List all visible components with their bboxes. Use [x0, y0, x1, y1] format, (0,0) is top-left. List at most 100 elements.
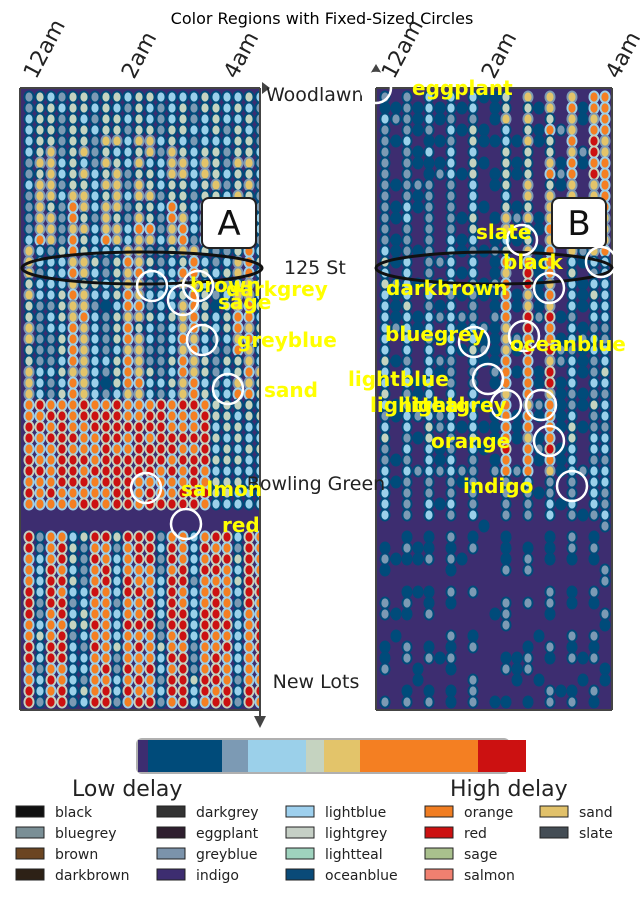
heatmap-cell: [113, 92, 121, 102]
heatmap-cell: [502, 543, 510, 553]
heatmap-cell: [25, 499, 33, 509]
circle-marker: [169, 507, 203, 541]
heatmap-cell: [102, 631, 110, 641]
heatmap-cell: [381, 466, 389, 476]
heatmap-cell: [190, 576, 198, 586]
heatmap-cell: [223, 290, 231, 300]
heatmap-cell: [69, 642, 77, 652]
heatmap-cell: [91, 169, 99, 179]
heatmap-cell: [58, 653, 66, 663]
heatmap-cell: [168, 345, 176, 355]
heatmap-cell: [491, 466, 499, 476]
heatmap-cell: [403, 455, 411, 465]
heatmap-cell: [425, 114, 433, 124]
heatmap-cell: [223, 697, 231, 707]
heatmap-cell: [458, 213, 466, 223]
heatmap-cell: [425, 466, 433, 476]
heatmap-cell: [179, 433, 187, 443]
heatmap-cell: [168, 576, 176, 586]
heatmap-cell: [102, 444, 110, 454]
heatmap-cell: [601, 444, 609, 454]
heatmap-cell: [502, 466, 510, 476]
heatmap-cell: [469, 686, 477, 696]
heatmap-cell: [568, 631, 576, 641]
heatmap-cell: [524, 312, 532, 322]
heatmap-cell: [157, 653, 165, 663]
heatmap-cell: [601, 576, 609, 586]
heatmap-cell: [403, 653, 411, 663]
heatmap-cell: [146, 653, 154, 663]
heatmap-cell: [168, 631, 176, 641]
heatmap-cell: [469, 290, 477, 300]
heatmap-cell: [168, 213, 176, 223]
legend-label: lightgrey: [325, 826, 387, 842]
heatmap-cell: [436, 356, 444, 366]
heatmap-cell: [557, 125, 565, 135]
circle-label: red: [222, 513, 260, 537]
heatmap-cell: [25, 345, 33, 355]
heatmap-cell: [80, 367, 88, 377]
heatmap-cell: [113, 697, 121, 707]
heatmap-cell: [157, 114, 165, 124]
heatmap-cell: [58, 367, 66, 377]
heatmap-cell: [234, 455, 242, 465]
heatmap-cell: [502, 158, 510, 168]
heatmap-cell: [36, 400, 44, 410]
heatmap-cell: [190, 565, 198, 575]
colorbar-segment: [306, 740, 324, 772]
heatmap-cell: [524, 323, 532, 333]
heatmap-cell: [91, 565, 99, 575]
heatmap-cell: [168, 543, 176, 553]
heatmap-cell: [190, 499, 198, 509]
heatmap-cell: [414, 466, 422, 476]
heatmap-cell: [168, 147, 176, 157]
heatmap-cell: [447, 455, 455, 465]
heatmap-cell: [201, 356, 209, 366]
heatmap-cell: [590, 510, 598, 520]
heatmap-cell: [568, 268, 576, 278]
heatmap-cell: [234, 422, 242, 432]
heatmap-cell: [234, 92, 242, 102]
heatmap-cell: [403, 103, 411, 113]
heatmap-cell: [80, 554, 88, 564]
heatmap-cell: [69, 466, 77, 476]
heatmap-cell: [234, 268, 242, 278]
highlight-ellipse: [20, 250, 264, 286]
heatmap-cell: [447, 268, 455, 278]
heatmap-cell: [546, 510, 554, 520]
heatmap-cell: [69, 301, 77, 311]
heatmap-cell: [201, 378, 209, 388]
heatmap-cell: [179, 576, 187, 586]
heatmap-cell: [91, 114, 99, 124]
heatmap-cell: [113, 301, 121, 311]
heatmap-cell: [568, 103, 576, 113]
heatmap-cell: [80, 290, 88, 300]
heatmap-cell: [157, 158, 165, 168]
heatmap-cell: [425, 92, 433, 102]
heatmap-cell: [568, 136, 576, 146]
heatmap-cell: [179, 422, 187, 432]
heatmap-cell: [245, 609, 253, 619]
heatmap-cell: [425, 598, 433, 608]
heatmap-cell: [157, 444, 165, 454]
heatmap-cell: [124, 268, 132, 278]
heatmap-cell: [579, 290, 587, 300]
heatmap-cell: [381, 488, 389, 498]
heatmap-cell: [535, 312, 543, 322]
heatmap-cell: [80, 235, 88, 245]
heatmap-cell: [568, 334, 576, 344]
heatmap-cell: [524, 257, 532, 267]
heatmap-cell: [447, 532, 455, 542]
heatmap-cell: [179, 224, 187, 234]
heatmap-cell: [25, 224, 33, 234]
heatmap-cell: [458, 554, 466, 564]
heatmap-cell: [157, 180, 165, 190]
heatmap-cell: [425, 312, 433, 322]
heatmap-cell: [502, 202, 510, 212]
heatmap-cell: [546, 598, 554, 608]
heatmap-cell: [168, 444, 176, 454]
heatmap-cell: [535, 224, 543, 234]
heatmap-cell: [179, 92, 187, 102]
heatmap-cell: [414, 400, 422, 410]
heatmap-cell: [36, 158, 44, 168]
